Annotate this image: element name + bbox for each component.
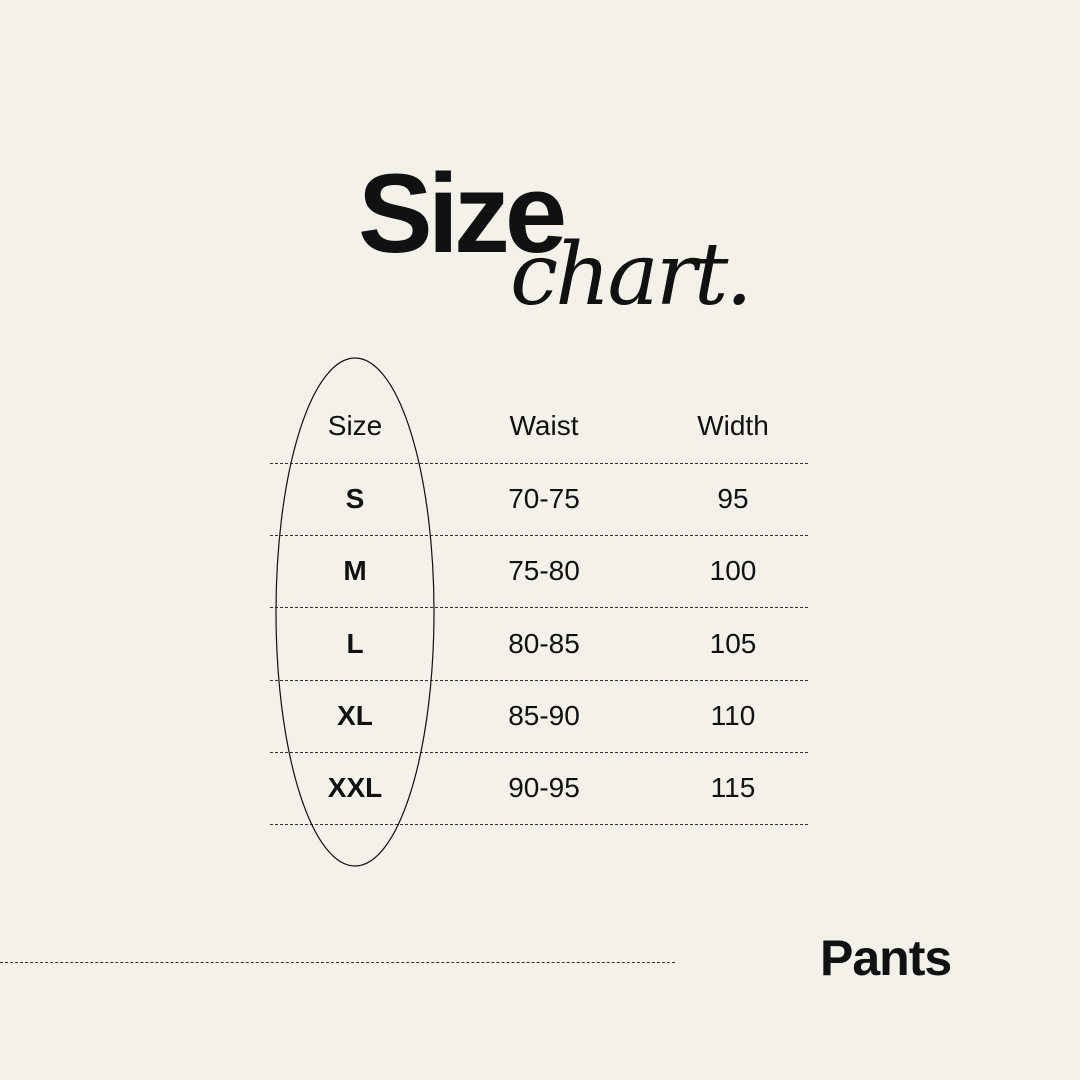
category-label: Pants xyxy=(820,930,952,986)
cell-size: XXL xyxy=(327,772,383,803)
cell-waist: 90-95 xyxy=(508,772,580,803)
header-width: Width xyxy=(697,410,769,441)
cell-width: 105 xyxy=(709,627,757,659)
cell-waist: 80-85 xyxy=(508,627,580,659)
row-divider xyxy=(270,535,808,536)
row-divider xyxy=(270,680,808,681)
cell-size: S xyxy=(345,483,365,514)
header-waist: Waist xyxy=(509,410,579,441)
cell-width: 115 xyxy=(710,772,756,803)
title-main: Size xyxy=(358,151,567,276)
header-size: Size xyxy=(327,410,383,441)
cell-size: XL xyxy=(337,700,373,731)
row-divider xyxy=(270,607,808,608)
title-script: chart. xyxy=(510,225,753,325)
cell-waist: 70-75 xyxy=(508,483,580,514)
cell-width: 95 xyxy=(717,483,749,514)
cell-waist: 75-80 xyxy=(508,555,580,586)
footer-divider xyxy=(0,962,675,963)
cell-waist: 85-90 xyxy=(508,700,580,731)
cell-size: L xyxy=(346,627,364,659)
cell-width: 110 xyxy=(710,700,756,731)
cell-width: 100 xyxy=(709,555,757,586)
cell-size: M xyxy=(343,555,367,586)
row-divider xyxy=(270,824,808,825)
row-divider xyxy=(270,752,808,753)
row-divider xyxy=(270,463,808,464)
